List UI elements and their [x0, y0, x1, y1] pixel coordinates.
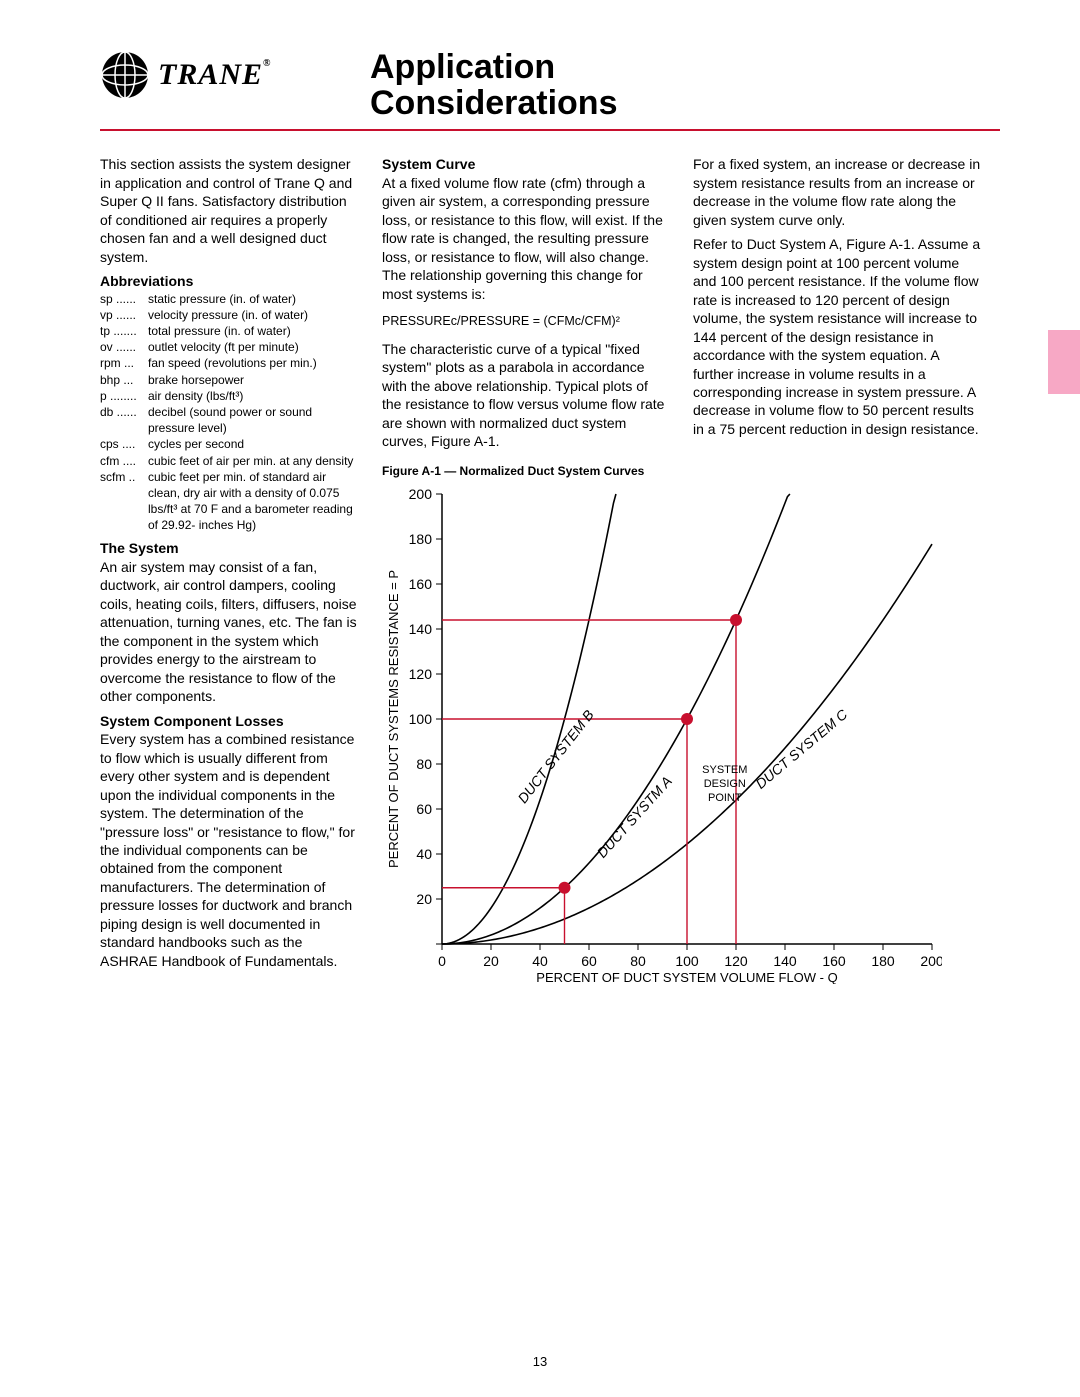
- svg-text:60: 60: [416, 801, 432, 817]
- col3-body1: For a fixed system, an increase or decre…: [693, 155, 982, 229]
- svg-text:140: 140: [409, 621, 433, 637]
- svg-text:120: 120: [409, 666, 433, 682]
- svg-text:40: 40: [416, 846, 432, 862]
- the-system-body: An air system may consist of a fan, duct…: [100, 558, 360, 706]
- component-losses-body: Every system has a combined resistance t…: [100, 730, 360, 970]
- system-curve-body2: The characteristic curve of a typical "f…: [382, 340, 671, 451]
- svg-text:200: 200: [920, 953, 942, 969]
- svg-text:80: 80: [630, 953, 646, 969]
- page-number: 13: [0, 1354, 1080, 1369]
- svg-text:160: 160: [409, 576, 433, 592]
- section-tab: [1048, 330, 1080, 394]
- svg-text:PERCENT OF DUCT SYSTEM VOLUME: PERCENT OF DUCT SYSTEM VOLUME FLOW - Q: [536, 970, 837, 984]
- svg-text:DUCT SYSTEM B: DUCT SYSTEM B: [514, 707, 597, 806]
- abbreviation-row: rpm ... fan speed (revolutions per min.): [100, 355, 360, 371]
- component-losses-heading: System Component Losses: [100, 712, 360, 730]
- svg-text:200: 200: [409, 486, 433, 502]
- brand-logo: TRANE®: [100, 50, 360, 100]
- svg-text:DESIGN: DESIGN: [704, 778, 746, 790]
- abbreviation-row: vp ...... velocity pressure (in. of wate…: [100, 307, 360, 323]
- svg-text:180: 180: [871, 953, 895, 969]
- svg-text:POINT: POINT: [708, 792, 742, 804]
- abbreviation-row: p ........ air density (lbs/ft³): [100, 388, 360, 404]
- abbreviation-row: tp ....... total pressure (in. of water): [100, 323, 360, 339]
- svg-text:0: 0: [438, 953, 446, 969]
- abbreviation-row: cps .... cycles per second: [100, 436, 360, 452]
- globe-icon: [100, 50, 150, 100]
- formula: PRESSUREc/PRESSURE = (CFMc/CFM)²: [382, 313, 671, 330]
- svg-text:140: 140: [773, 953, 797, 969]
- brand-name: TRANE: [158, 58, 263, 91]
- abbreviation-row: db ...... decibel (sound power or sound …: [100, 404, 360, 436]
- abbreviation-row: ov ...... outlet velocity (ft per minute…: [100, 339, 360, 355]
- svg-text:100: 100: [675, 953, 699, 969]
- svg-text:DUCT SYSTM A: DUCT SYSTM A: [594, 773, 675, 861]
- svg-text:80: 80: [416, 756, 432, 772]
- the-system-heading: The System: [100, 539, 360, 557]
- abbreviation-row: cfm .... cubic feet of air per min. at a…: [100, 453, 360, 469]
- svg-text:100: 100: [409, 711, 433, 727]
- svg-text:60: 60: [581, 953, 597, 969]
- header-rule: [100, 129, 1000, 131]
- abbreviations-heading: Abbreviations: [100, 272, 360, 290]
- figure-caption: Figure A-1 — Normalized Duct System Curv…: [382, 464, 982, 480]
- page-title: Application Considerations: [370, 50, 617, 121]
- duct-system-chart: 0 20 40 60 80 100 120 140 160 180 200 20 40 60 80 100 12…: [382, 484, 942, 984]
- abbreviations-list: sp ...... static pressure (in. of water)…: [100, 291, 360, 534]
- svg-text:20: 20: [416, 891, 432, 907]
- svg-text:40: 40: [532, 953, 548, 969]
- svg-text:180: 180: [409, 531, 433, 547]
- abbreviation-row: sp ...... static pressure (in. of water): [100, 291, 360, 307]
- intro-text: This section assists the system designer…: [100, 155, 360, 266]
- svg-text:PERCENT OF DUCT SYSTEMS RESIST: PERCENT OF DUCT SYSTEMS RESISTANCE = P: [386, 570, 401, 868]
- abbreviation-row: bhp ... brake horsepower: [100, 372, 360, 388]
- svg-text:20: 20: [483, 953, 499, 969]
- svg-text:120: 120: [724, 953, 748, 969]
- svg-text:160: 160: [822, 953, 846, 969]
- svg-text:SYSTEM: SYSTEM: [702, 764, 747, 776]
- system-curve-body1: At a fixed volume flow rate (cfm) throug…: [382, 174, 671, 303]
- system-curve-heading: System Curve: [382, 155, 671, 173]
- svg-text:DUCT SYSTEM C: DUCT SYSTEM C: [752, 706, 851, 792]
- abbreviation-row: scfm .. cubic feet per min. of standard …: [100, 469, 360, 534]
- col3-body2: Refer to Duct System A, Figure A-1. Assu…: [693, 235, 982, 438]
